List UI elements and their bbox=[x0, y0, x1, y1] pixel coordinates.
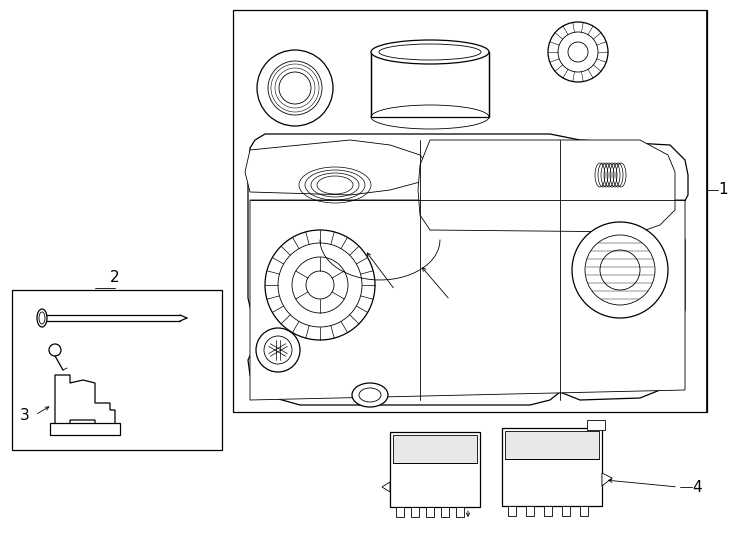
Text: 4: 4 bbox=[692, 480, 702, 495]
Bar bbox=[526, 506, 534, 516]
Ellipse shape bbox=[572, 222, 668, 318]
Bar bbox=[441, 507, 449, 517]
Ellipse shape bbox=[265, 230, 375, 340]
Bar bbox=[580, 506, 588, 516]
Ellipse shape bbox=[359, 388, 381, 402]
Ellipse shape bbox=[352, 383, 388, 407]
Ellipse shape bbox=[600, 250, 640, 290]
Bar bbox=[456, 507, 464, 517]
Bar bbox=[393, 435, 477, 463]
Bar bbox=[12, 290, 222, 450]
Text: 3: 3 bbox=[20, 408, 30, 422]
Polygon shape bbox=[382, 482, 390, 492]
Bar bbox=[411, 507, 419, 517]
Bar bbox=[587, 420, 605, 430]
Polygon shape bbox=[50, 423, 120, 435]
Ellipse shape bbox=[548, 22, 608, 82]
Ellipse shape bbox=[264, 336, 292, 364]
Text: 1: 1 bbox=[718, 183, 727, 198]
Ellipse shape bbox=[256, 328, 300, 372]
Bar bbox=[233, 10, 707, 412]
Bar bbox=[426, 507, 434, 517]
Ellipse shape bbox=[292, 257, 348, 313]
Bar bbox=[502, 428, 602, 506]
Ellipse shape bbox=[279, 72, 311, 104]
Polygon shape bbox=[245, 140, 430, 195]
Ellipse shape bbox=[49, 344, 61, 356]
Ellipse shape bbox=[37, 309, 47, 327]
Polygon shape bbox=[55, 375, 115, 425]
Ellipse shape bbox=[306, 271, 334, 299]
Ellipse shape bbox=[568, 42, 588, 62]
Polygon shape bbox=[250, 200, 685, 400]
Ellipse shape bbox=[558, 32, 598, 72]
Ellipse shape bbox=[585, 235, 655, 305]
Bar bbox=[390, 432, 480, 507]
Polygon shape bbox=[602, 473, 612, 486]
Bar bbox=[544, 506, 552, 516]
Ellipse shape bbox=[371, 40, 489, 64]
Text: 2: 2 bbox=[110, 271, 120, 286]
Ellipse shape bbox=[268, 61, 322, 115]
Bar bbox=[396, 507, 404, 517]
Bar bbox=[371, 52, 489, 117]
Ellipse shape bbox=[257, 50, 333, 126]
Bar bbox=[505, 431, 599, 459]
Bar bbox=[562, 506, 570, 516]
Polygon shape bbox=[248, 134, 688, 405]
Polygon shape bbox=[418, 140, 675, 232]
Ellipse shape bbox=[278, 243, 362, 327]
Bar bbox=[508, 506, 516, 516]
